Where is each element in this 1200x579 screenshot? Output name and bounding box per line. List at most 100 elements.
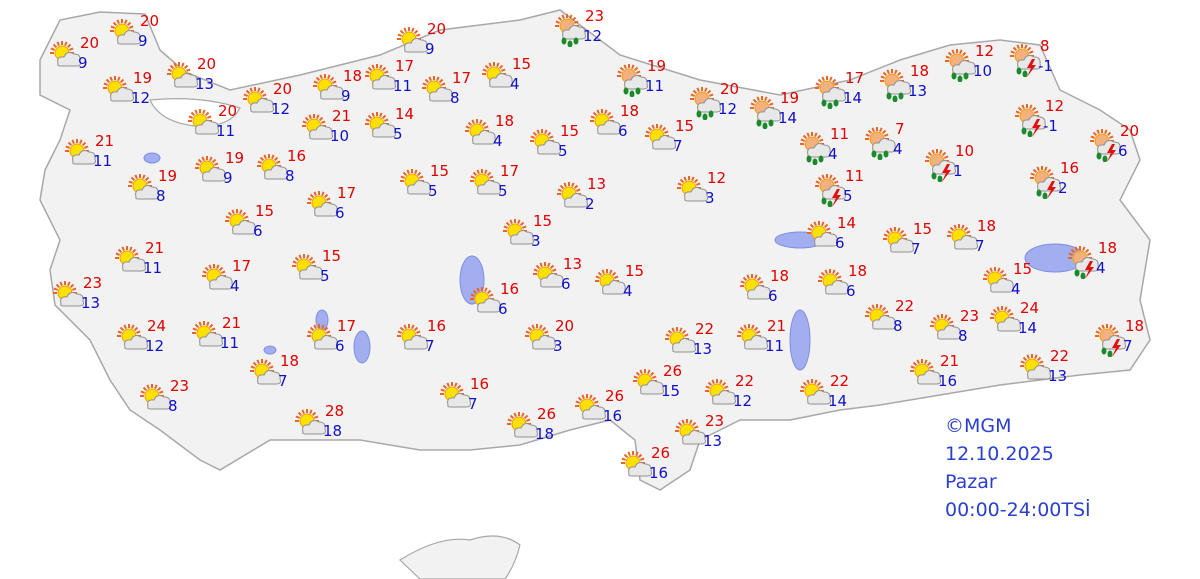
high-temperature: 15 (533, 212, 553, 230)
low-temperature: 7 (673, 137, 683, 155)
city-forecast: 20 9 (397, 20, 457, 66)
high-temperature: 10 (955, 142, 975, 160)
lake-burdur (263, 345, 277, 355)
high-temperature: 26 (537, 405, 557, 423)
city-forecast: 16 2 (1030, 159, 1090, 205)
city-forecast: 20 12 (690, 80, 750, 126)
high-temperature: 23 (585, 7, 605, 25)
low-temperature: 4 (1096, 259, 1106, 277)
low-temperature: 1 (953, 162, 963, 180)
high-temperature: 20 (720, 80, 740, 98)
high-temperature: 28 (325, 402, 345, 420)
city-forecast: 21 11 (115, 239, 175, 285)
high-temperature: 19 (158, 167, 178, 185)
city-forecast: 15 5 (292, 247, 352, 293)
high-temperature: 20 (80, 34, 100, 52)
low-temperature: 4 (828, 145, 838, 163)
high-temperature: 15 (255, 202, 275, 220)
high-temperature: 15 (560, 122, 580, 140)
low-temperature: 6 (561, 275, 571, 293)
low-temperature: 12 (271, 100, 291, 118)
city-forecast: 23 13 (53, 274, 113, 320)
high-temperature: 17 (500, 162, 520, 180)
city-forecast: 24 14 (990, 299, 1050, 345)
low-temperature: 9 (341, 87, 351, 105)
low-temperature: 5 (428, 182, 438, 200)
city-forecast: 24 12 (117, 317, 177, 363)
city-forecast: 20 3 (525, 317, 585, 363)
high-temperature: 17 (845, 69, 865, 87)
city-forecast: 16 7 (397, 317, 457, 363)
city-forecast: 19 9 (195, 149, 255, 195)
copyright-label: ©MGM (945, 415, 1012, 437)
city-forecast: 17 8 (422, 69, 482, 115)
high-temperature: 20 (427, 20, 447, 38)
low-temperature: 2 (1058, 179, 1068, 197)
city-forecast: 18 6 (818, 262, 878, 308)
high-temperature: 26 (651, 444, 671, 462)
high-temperature: 14 (395, 105, 415, 123)
high-temperature: 12 (707, 169, 727, 187)
high-temperature: 13 (563, 255, 583, 273)
high-temperature: 15 (913, 220, 933, 238)
city-forecast: 17 6 (307, 184, 367, 230)
low-temperature: 14 (778, 109, 798, 127)
city-forecast: 15 6 (225, 202, 285, 248)
city-forecast: 18 7 (1095, 317, 1155, 363)
low-temperature: 6 (618, 122, 628, 140)
city-forecast: 18 9 (313, 67, 373, 113)
low-temperature: 9 (425, 40, 435, 58)
forecast-period: 00:00-24:00TSİ (945, 499, 1091, 521)
high-temperature: 24 (1020, 299, 1040, 317)
city-forecast: 18 7 (250, 352, 310, 398)
lake-beysehir (353, 330, 371, 364)
low-temperature: 8 (168, 397, 178, 415)
low-temperature: 8 (893, 317, 903, 335)
city-forecast: 28 18 (295, 402, 355, 448)
city-forecast: 11 4 (800, 125, 860, 171)
forecast-day: Pazar (945, 471, 997, 493)
low-temperature: 14 (828, 392, 848, 410)
high-temperature: 11 (845, 167, 865, 185)
city-forecast: 16 7 (440, 375, 500, 421)
city-forecast: 16 8 (257, 147, 317, 193)
city-forecast: 19 12 (103, 69, 163, 115)
low-temperature: 8 (450, 89, 460, 107)
city-forecast: 12 10 (945, 42, 1005, 88)
low-temperature: 11 (93, 152, 113, 170)
low-temperature: 4 (230, 277, 240, 295)
low-temperature: 12 (131, 89, 151, 107)
low-temperature: 16 (649, 464, 669, 482)
city-forecast: 12 3 (677, 169, 737, 215)
low-temperature: 4 (493, 132, 503, 150)
low-temperature: 8 (156, 187, 166, 205)
city-forecast: 20 12 (243, 80, 303, 126)
high-temperature: 18 (620, 102, 640, 120)
low-temperature: 3 (553, 337, 563, 355)
forecast-date: 12.10.2025 (945, 443, 1054, 465)
low-temperature: 6 (253, 222, 263, 240)
low-temperature: 13 (908, 82, 928, 100)
city-forecast: 26 16 (575, 387, 635, 433)
low-temperature: 3 (705, 189, 715, 207)
low-temperature: 6 (335, 337, 345, 355)
high-temperature: 21 (767, 317, 787, 335)
city-forecast: 22 14 (800, 372, 860, 418)
high-temperature: 19 (780, 89, 800, 107)
city-forecast: 18 13 (880, 62, 940, 108)
city-forecast: 19 11 (617, 57, 677, 103)
low-temperature: 7 (468, 395, 478, 413)
city-forecast: 18 4 (465, 112, 525, 158)
low-temperature: 11 (216, 122, 236, 140)
high-temperature: 16 (1060, 159, 1080, 177)
lakes (143, 152, 1086, 371)
high-temperature: 18 (1125, 317, 1145, 335)
low-temperature: 4 (1011, 280, 1021, 298)
cyprus (399, 535, 521, 579)
high-temperature: 22 (895, 297, 915, 315)
high-temperature: 13 (587, 175, 607, 193)
city-forecast: 17 11 (365, 57, 425, 103)
forecast-info: ©MGM 12.10.2025 Pazar 00:00-24:00TSİ (945, 412, 1091, 524)
high-temperature: 16 (427, 317, 447, 335)
